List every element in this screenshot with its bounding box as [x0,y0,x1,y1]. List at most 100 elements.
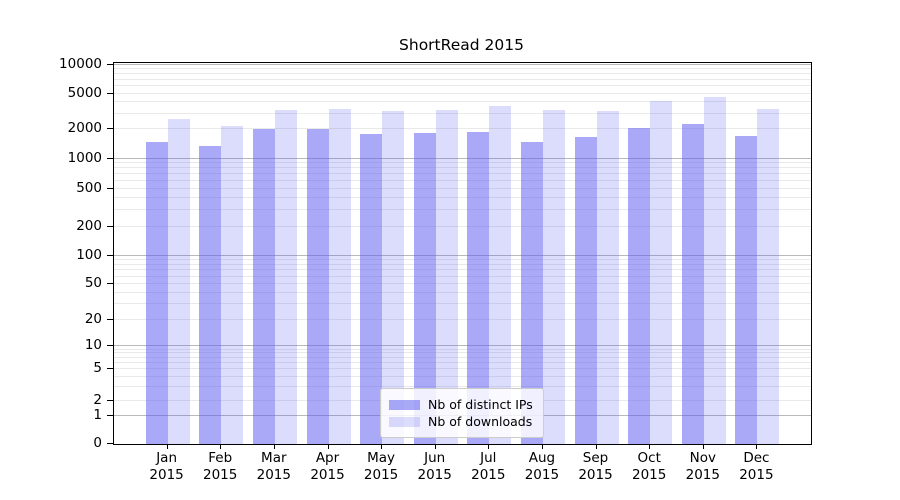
gridline-layer [114,63,811,444]
x-tick-mark [327,444,329,449]
minor-gridline [114,92,811,94]
y-tick-mark [107,92,113,94]
y-tick-mark [107,283,113,284]
bar-downloads-nov [703,97,726,444]
y-tick-mark [107,443,113,444]
bar-downloads-jan [167,119,190,444]
bar-downloads-may [382,110,405,444]
y-tick-mark [107,157,113,159]
y-tick-label: 10000 [59,56,102,72]
y-tick-label: 1 [93,407,102,423]
minor-gridline [114,269,811,271]
minor-gridline [114,112,811,114]
x-tick-label: Aug 2015 [524,450,560,483]
x-tick-mark [756,444,758,449]
y-tick-label: 5000 [67,84,102,101]
major-gridline [114,64,811,65]
x-tick-mark [488,444,490,449]
bar-ips-oct [628,127,651,444]
minor-gridline [114,385,811,387]
minor-gridline [114,264,811,265]
y-tick-label: 0 [93,435,102,451]
bar-ips-feb [199,146,222,444]
legend-label-distinct-ips: Nb of distinct IPs [428,397,533,412]
x-tick-label: Nov 2015 [685,450,720,483]
x-tick-mark [649,444,651,449]
y-tick-label: 2000 [67,120,102,137]
minor-gridline [114,291,811,293]
x-tick-mark [434,444,436,449]
y-tick-mark [107,345,113,346]
bar-ips-jul [467,131,490,444]
minor-gridline [114,226,811,227]
y-tick-label: 200 [76,218,102,234]
minor-gridline [114,209,811,210]
y-tick-mark [107,415,113,416]
minor-gridline [114,352,811,354]
bar-ips-jan [145,141,168,444]
y-tick-label: 50 [84,275,102,291]
bar-ips-aug [520,141,543,444]
legend-swatch-downloads [389,416,420,427]
major-gridline [114,255,811,256]
minor-gridline [114,196,811,198]
y-tick-mark [107,319,113,320]
y-tick-label: 500 [76,179,102,196]
legend: Nb of distinct IPs Nb of downloads [380,388,544,438]
x-tick-label: Mar 2015 [256,450,291,483]
y-tick-label: 20 [84,311,102,327]
x-tick-mark [220,444,222,449]
bar-ips-nov [681,124,704,444]
bar-downloads-jun [435,109,458,444]
minor-gridline [114,173,811,174]
y-tick-label: 1000 [67,149,102,166]
minor-gridline [114,179,811,181]
x-tick-mark [541,444,543,449]
chart-title: ShortRead 2015 [399,36,524,54]
minor-gridline [114,368,811,369]
minor-gridline [114,187,811,189]
minor-gridline [114,73,811,75]
y-tick-label: 10 [84,337,102,353]
x-tick-label: Dec 2015 [739,450,774,483]
minor-gridline [114,283,811,284]
y-tick-mark [107,226,113,227]
x-tick-label: Jul 2015 [471,450,506,483]
bar-layer [114,63,811,444]
x-tick-mark [595,444,597,449]
bar-ips-sep [574,137,597,444]
minor-gridline [114,128,811,130]
minor-gridline [114,101,811,103]
bar-ips-apr [306,129,329,444]
x-tick-label: May 2015 [363,450,399,483]
legend-entry-downloads: Nb of downloads [389,413,535,430]
bar-downloads-oct [650,101,673,444]
bar-ips-may [360,133,383,444]
y-tick-mark [107,255,113,256]
minor-gridline [114,85,811,86]
major-gridline [114,345,811,346]
y-tick-mark [107,368,113,369]
y-tick-mark [107,400,113,401]
x-tick-label: Jan 2015 [149,450,184,483]
bar-ips-dec [735,136,758,444]
legend-label-downloads: Nb of downloads [428,414,533,429]
minor-gridline [114,259,811,261]
y-tick-mark [107,128,113,130]
legend-entry-distinct-ips: Nb of distinct IPs [389,396,535,413]
y-tick-label: 100 [76,247,102,263]
minor-gridline [114,78,811,80]
x-tick-mark [702,444,704,449]
major-gridline [114,157,811,159]
minor-gridline [114,167,811,169]
bar-downloads-jul [489,106,512,444]
x-tick-label: Oct 2015 [632,450,667,483]
x-tick-mark [273,444,275,449]
x-tick-label: Feb 2015 [203,450,238,483]
minor-gridline [114,348,811,350]
minor-gridline [114,375,811,377]
y-tick-label: 5 [93,360,102,376]
minor-gridline [114,68,811,70]
bar-downloads-apr [328,109,351,444]
